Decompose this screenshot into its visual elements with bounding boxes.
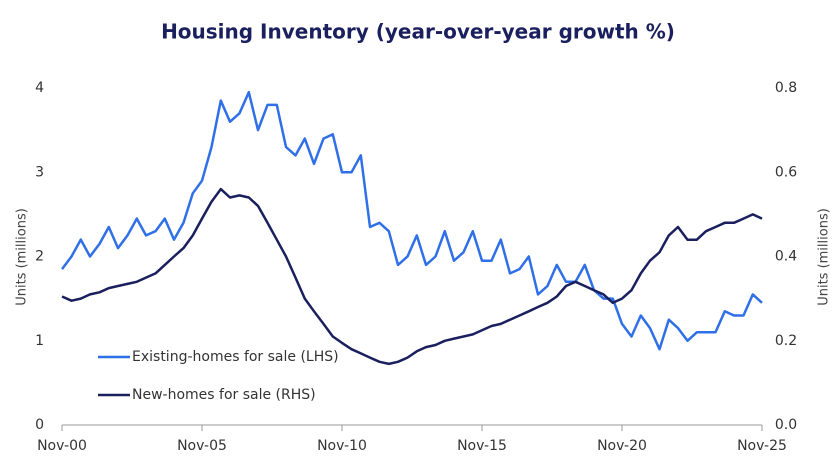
x-tick-label: Nov-00 bbox=[37, 438, 87, 454]
chart-title: Housing Inventory (year-over-year growth… bbox=[161, 20, 675, 44]
x-tick-label: Nov-25 bbox=[737, 438, 787, 454]
legend-label: New-homes for sale (RHS) bbox=[132, 387, 316, 403]
y-axis-title: Units (millions) bbox=[15, 208, 30, 306]
y-tick-label: 0 bbox=[35, 417, 44, 433]
x-tick-label: Nov-15 bbox=[457, 438, 507, 454]
y-tick-label: 1 bbox=[35, 333, 44, 349]
y2-tick-label: 0.2 bbox=[775, 333, 797, 349]
y2-tick-label: 0.8 bbox=[775, 80, 797, 96]
y2-tick-label: 0.4 bbox=[775, 249, 797, 265]
series-line bbox=[61, 90, 763, 351]
x-tick-label: Nov-10 bbox=[317, 438, 367, 454]
y-tick-label: 2 bbox=[35, 249, 44, 265]
x-tick-label: Nov-20 bbox=[597, 438, 647, 454]
y-tick-label: 3 bbox=[35, 164, 44, 180]
legend-label: Existing-homes for sale (LHS) bbox=[132, 349, 339, 365]
y2-tick-label: 0.0 bbox=[775, 417, 797, 433]
y2-axis-title: Units (millions) bbox=[817, 208, 832, 306]
series-line bbox=[61, 187, 763, 366]
y2-tick-label: 0.6 bbox=[775, 164, 797, 180]
y-tick-label: 4 bbox=[35, 80, 44, 96]
x-tick-label: Nov-05 bbox=[177, 438, 227, 454]
